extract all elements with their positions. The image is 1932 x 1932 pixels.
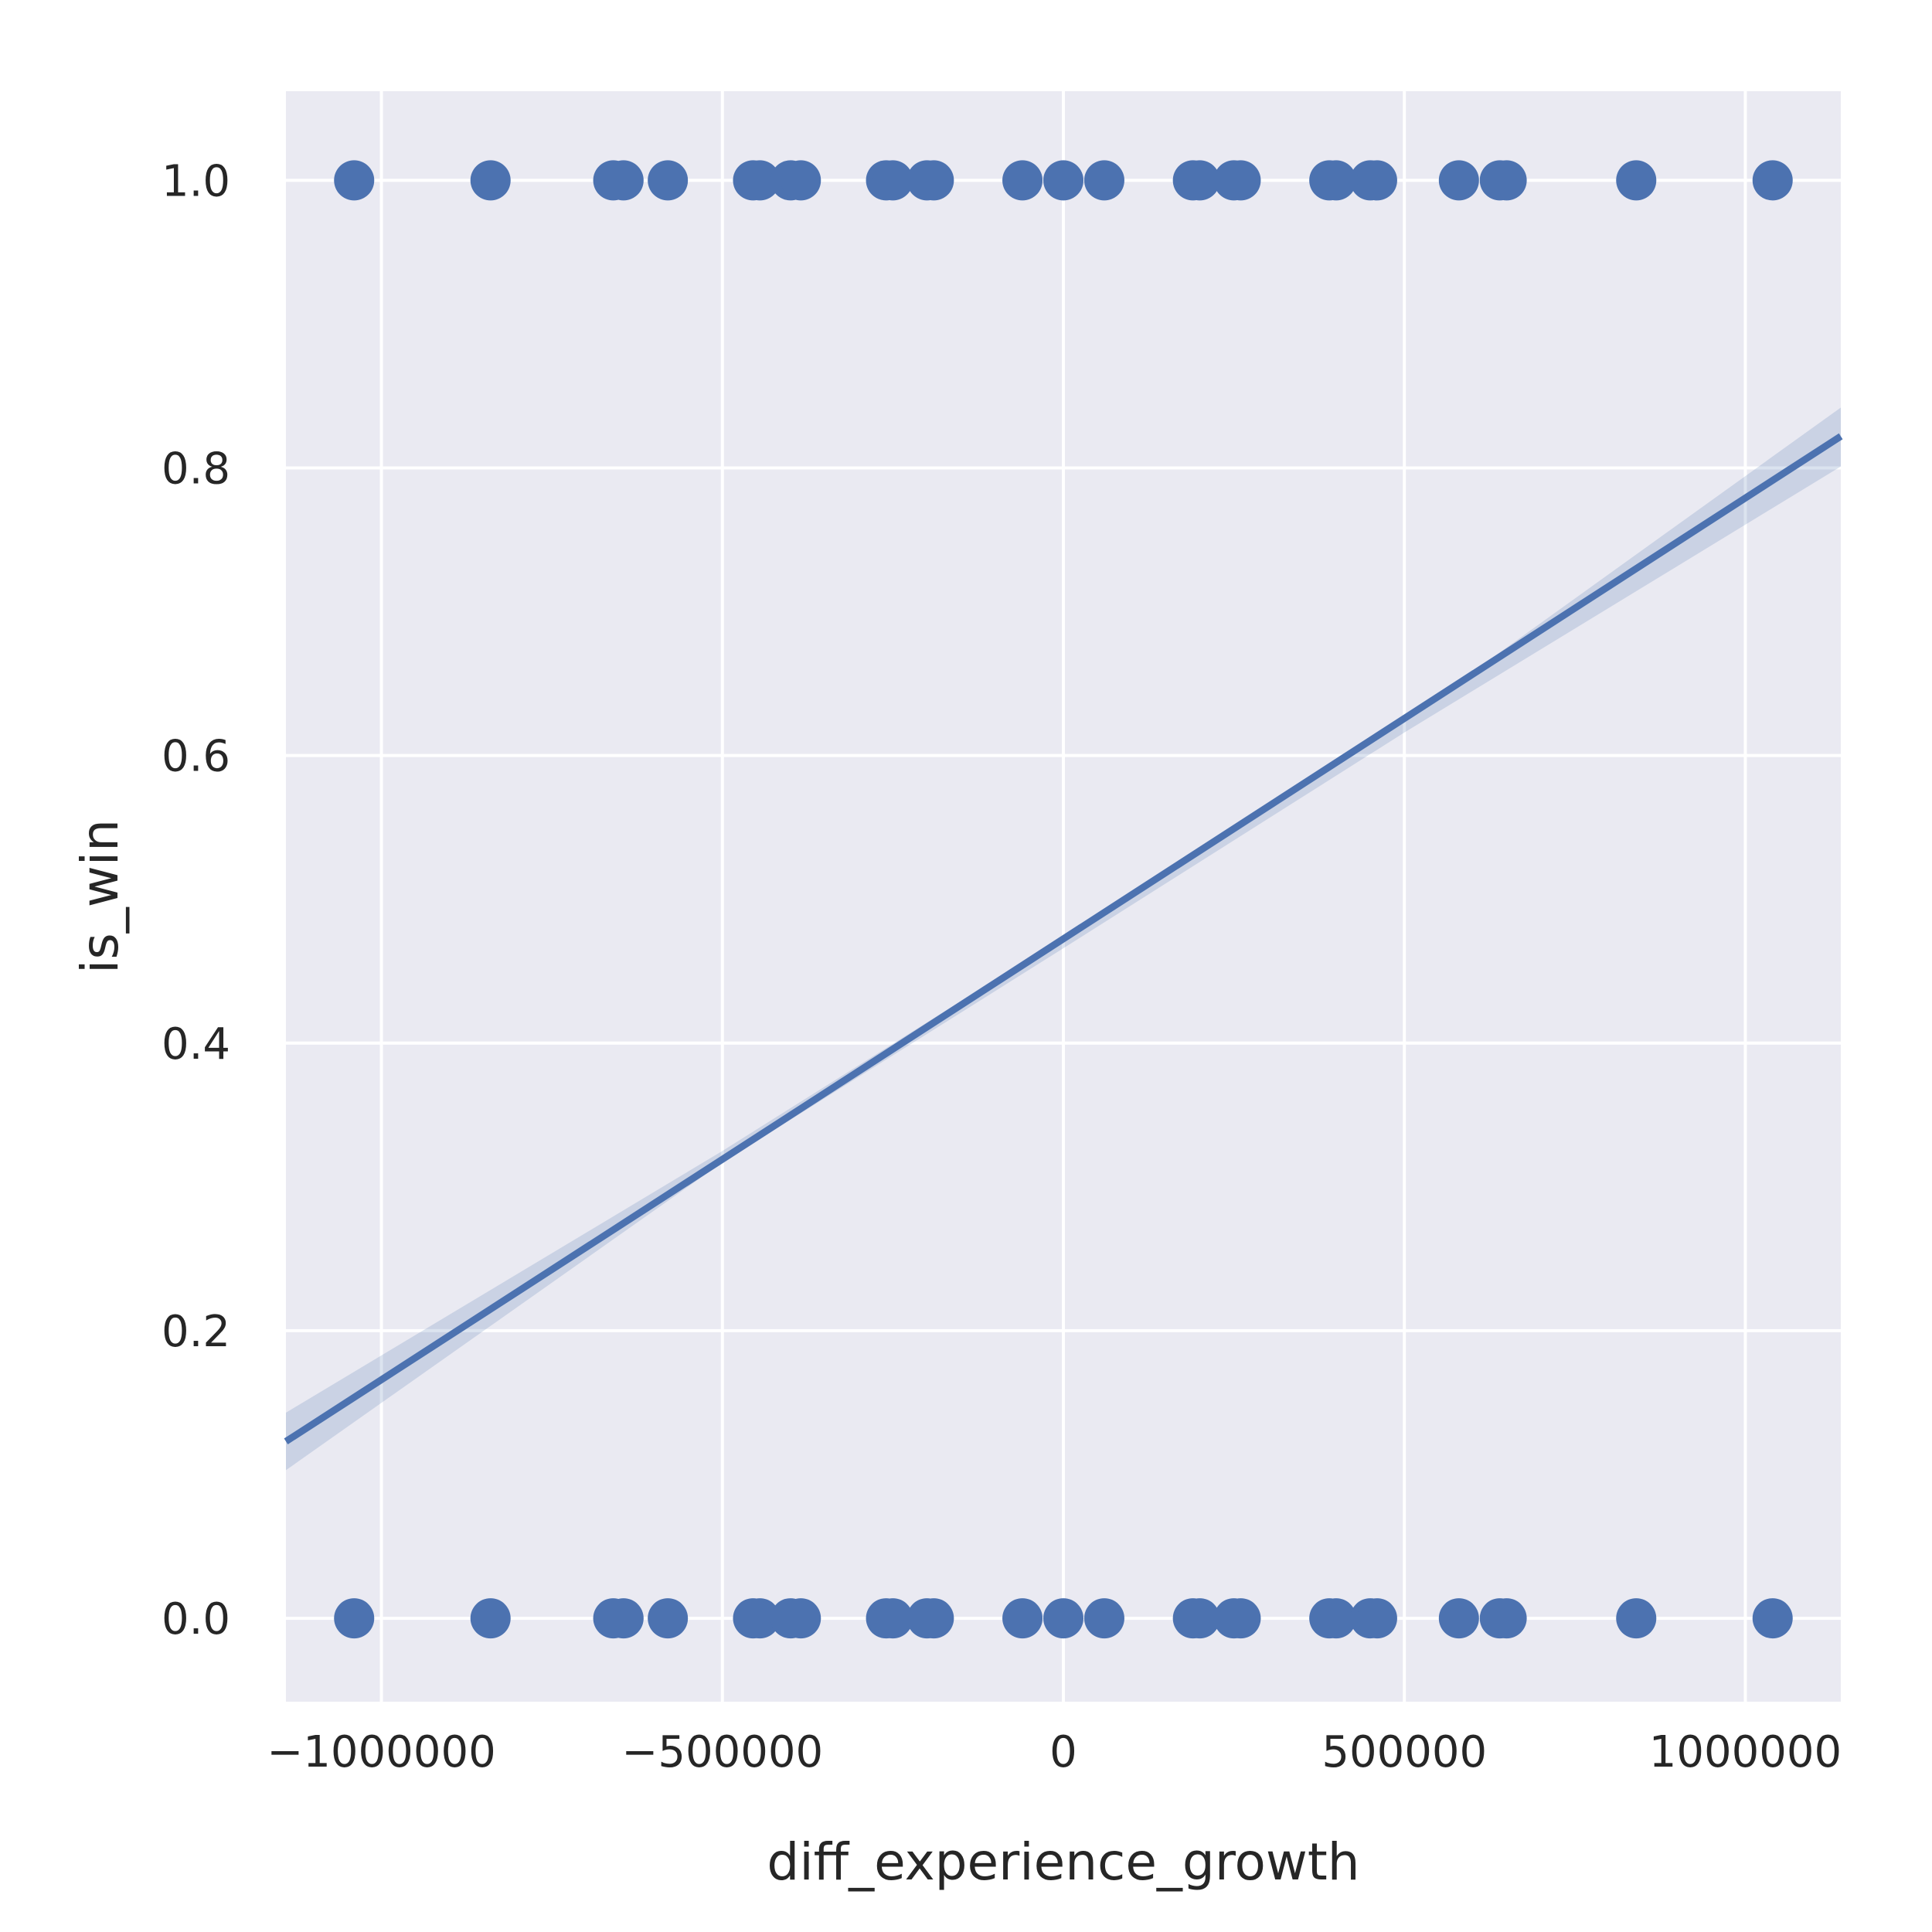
- data-point: [913, 1598, 954, 1639]
- data-point: [334, 1598, 375, 1639]
- data-point: [603, 160, 644, 201]
- regression-line-group: [284, 433, 1843, 1444]
- x-axis-label: diff_experience_growth: [767, 1832, 1359, 1892]
- regression-line: [284, 433, 1843, 1444]
- data-point: [470, 1598, 511, 1639]
- y-tick-label: 0.8: [162, 444, 230, 495]
- data-point: [1616, 160, 1657, 201]
- data-point: [781, 1598, 821, 1639]
- data-point: [1083, 160, 1124, 201]
- x-tick-labels: −1000000 −500000 0 500000 1000000: [267, 1727, 1842, 1777]
- data-point: [1043, 1598, 1083, 1639]
- x-tick-label: 500000: [1321, 1727, 1487, 1777]
- data-point: [740, 160, 781, 201]
- data-point: [1356, 1598, 1397, 1639]
- data-point: [1486, 160, 1527, 201]
- data-point: [913, 160, 954, 201]
- data-point: [1752, 1598, 1793, 1639]
- data-point: [1043, 160, 1083, 201]
- data-point: [781, 160, 821, 201]
- y-axis-label: is_win: [70, 819, 130, 974]
- y-tick-label: 1.0: [162, 156, 230, 206]
- data-point: [1486, 1598, 1527, 1639]
- data-point: [1616, 1598, 1657, 1639]
- data-point: [872, 1598, 913, 1639]
- y-tick-label: 0.6: [162, 732, 230, 782]
- x-tick-label: −1000000: [267, 1727, 495, 1777]
- data-point: [1315, 1598, 1356, 1639]
- data-point: [1438, 160, 1479, 201]
- data-point: [1002, 1598, 1043, 1639]
- data-point: [648, 160, 689, 201]
- x-tick-label: −500000: [621, 1727, 823, 1777]
- data-point: [1179, 1598, 1220, 1639]
- data-point: [334, 160, 375, 201]
- data-point: [1220, 1598, 1261, 1639]
- x-tick-label: 0: [1049, 1727, 1077, 1777]
- data-point: [872, 160, 913, 201]
- y-tick-label: 0.0: [162, 1594, 230, 1645]
- y-tick-label: 0.4: [162, 1019, 230, 1070]
- data-point: [603, 1598, 644, 1639]
- data-point: [1083, 1598, 1124, 1639]
- scatter-points: [334, 160, 1793, 1639]
- data-point: [740, 1598, 781, 1639]
- data-point: [648, 1598, 689, 1639]
- data-point: [1220, 160, 1261, 201]
- data-point: [1356, 160, 1397, 201]
- x-tick-label: 1000000: [1649, 1727, 1842, 1777]
- y-tick-label: 0.2: [162, 1307, 230, 1357]
- y-tick-labels: 0.0 0.2 0.4 0.6 0.8 1.0: [162, 156, 230, 1645]
- data-point: [1315, 160, 1356, 201]
- data-point: [1179, 160, 1220, 201]
- data-point: [1002, 160, 1043, 201]
- data-point: [1752, 160, 1793, 201]
- data-point: [1438, 1598, 1479, 1639]
- data-point: [470, 160, 511, 201]
